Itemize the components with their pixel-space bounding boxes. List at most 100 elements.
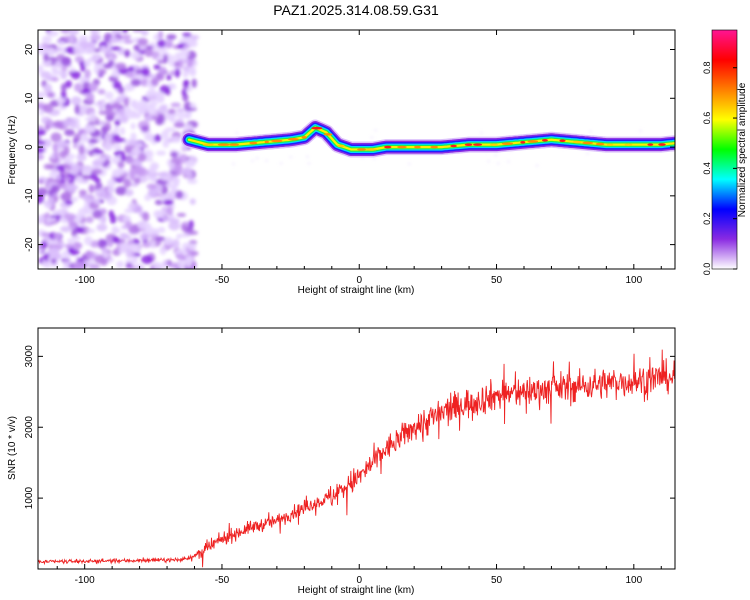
noise-blob	[61, 266, 72, 269]
noise-blob	[175, 190, 184, 200]
noise-blob	[93, 149, 105, 154]
noise-blob	[178, 154, 189, 164]
snr-xtick-label: -100	[75, 575, 95, 586]
ridge-peak	[572, 140, 582, 144]
noise-blob	[586, 152, 590, 155]
ridge-peak	[527, 140, 539, 143]
noise-blob	[98, 121, 105, 126]
ridge-peak	[501, 142, 514, 145]
noise-blob	[166, 206, 174, 216]
ridge-peak	[606, 143, 614, 146]
noise-blob	[139, 176, 150, 182]
noise-blob	[279, 162, 283, 165]
ridge-peak	[202, 143, 214, 146]
noise-blob	[108, 185, 115, 194]
noise-blob	[47, 30, 59, 37]
spectrogram-ytick-label: -10	[24, 188, 35, 203]
noise-blob	[128, 169, 135, 180]
noise-blob	[141, 67, 150, 77]
snr-plot-area	[38, 328, 675, 569]
spectrogram-xtick-label: -100	[75, 275, 95, 286]
noise-blob	[157, 171, 168, 178]
noise-blob	[149, 74, 158, 79]
noise-blob	[370, 136, 374, 139]
noise-blob	[137, 153, 147, 162]
noise-blob	[487, 160, 491, 163]
noise-blob	[68, 30, 80, 36]
noise-blob	[49, 170, 59, 178]
signal-ridge	[181, 119, 675, 158]
noise-blob	[130, 78, 141, 87]
noise-blob	[41, 138, 52, 148]
noise-blob	[71, 164, 81, 175]
noise-blob	[129, 243, 141, 249]
noise-blob	[60, 191, 72, 202]
noise-blob	[38, 140, 46, 145]
noise-blob	[111, 225, 119, 235]
noise-blob	[46, 91, 55, 98]
noise-blob	[173, 122, 186, 128]
noise-blob	[156, 150, 167, 156]
noise-blob	[117, 161, 125, 169]
ridge-peak	[559, 139, 566, 143]
spectrogram-content	[38, 30, 675, 269]
spectrogram-ytick-label: 0	[24, 144, 35, 150]
noise-blob	[141, 255, 153, 265]
noise-blob	[179, 48, 190, 58]
colorbar-tick-label: 0.4	[702, 162, 712, 175]
noise-blob	[52, 211, 58, 216]
noise-blob	[169, 162, 176, 172]
noise-blob	[38, 153, 45, 161]
noise-blob	[176, 253, 185, 260]
noise-blob	[56, 139, 67, 148]
noise-blob	[189, 67, 197, 77]
ridge-peak	[249, 141, 258, 145]
noise-blob	[159, 85, 171, 94]
noise-blob	[139, 233, 150, 241]
noise-blob	[60, 225, 72, 233]
noise-blob	[123, 39, 134, 44]
noise-blob	[183, 101, 193, 112]
ridge-peak	[489, 143, 498, 146]
noise-blob	[189, 102, 197, 109]
noise-blob	[496, 162, 500, 165]
noise-blob	[127, 66, 135, 73]
noise-blob	[38, 214, 45, 224]
noise-blob	[146, 183, 157, 190]
noise-blob	[162, 54, 169, 64]
noise-blob	[154, 199, 164, 206]
noise-blob	[147, 106, 158, 116]
ridge-peak	[287, 137, 299, 141]
noise-blob	[177, 259, 187, 269]
ridge-peak	[384, 145, 392, 149]
noise-blob	[84, 116, 97, 122]
noise-blob	[68, 35, 76, 44]
noise-blob	[176, 212, 187, 218]
spectrogram-ytick-label: 10	[24, 92, 35, 104]
noise-blob	[133, 112, 142, 119]
ridge-peak	[595, 142, 605, 146]
noise-blob	[250, 159, 254, 163]
noise-blob	[84, 124, 96, 132]
noise-blob	[109, 214, 117, 224]
noise-blob	[78, 207, 87, 218]
noise-blob	[65, 80, 73, 88]
noise-blob	[305, 155, 309, 158]
noise-blob	[56, 46, 62, 52]
noise-blob	[43, 53, 49, 62]
noise-blob	[153, 228, 160, 236]
noise-blob	[119, 242, 131, 250]
snr-xlabel: Height of straight line (km)	[298, 585, 415, 596]
noise-blob	[74, 55, 84, 63]
noise-blob	[60, 56, 72, 67]
noise-blob	[164, 112, 171, 121]
noise-blob	[153, 134, 162, 143]
noise-blob	[134, 177, 141, 185]
noise-blob	[88, 82, 99, 92]
noise-blob	[70, 67, 76, 73]
noise-blob	[109, 130, 117, 135]
noise-blob	[187, 40, 196, 46]
noise-region	[38, 30, 646, 269]
noise-blob	[163, 199, 174, 206]
